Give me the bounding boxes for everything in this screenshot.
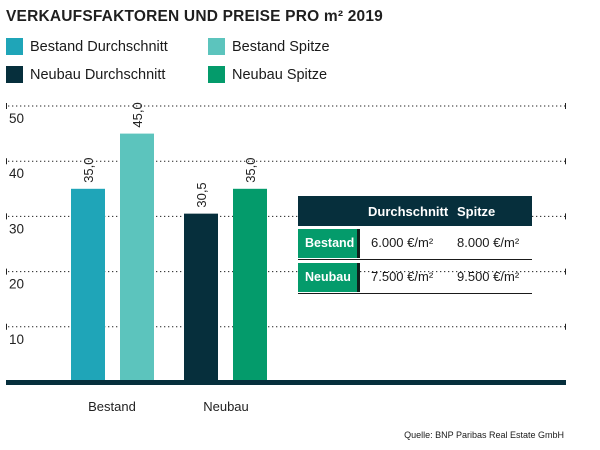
legend-label: Bestand Spitze [232,38,330,55]
x-axis-baseline [6,380,566,385]
chart-title: VERKAUFSFAKTOREN UND PREISE PRO m² 2019 [6,8,384,25]
x-category-label: Neubau [203,399,249,414]
data-label: 30,5 [194,182,209,207]
legend-item-neubau-spitze: Neubau Spitze [208,66,327,83]
header-durchschnitt: Durchschnitt [368,204,449,219]
y-tick-label: 40 [9,166,24,181]
data-label: 35,0 [81,157,96,182]
price-table: Durchschnitt Spitze Bestand 6.000 €/m² 8… [298,196,532,294]
y-tick-label: 30 [9,221,24,236]
cell-spitze: 8.000 €/m² [457,235,520,250]
legend-item-neubau-durchschnitt: Neubau Durchschnitt [6,66,165,83]
x-category-label: Bestand [88,399,136,414]
legend-item-bestand-spitze: Bestand Spitze [208,38,330,55]
header-spitze: Spitze [457,204,496,219]
bar-bestand-spitze [120,133,154,382]
y-tick-label: 50 [9,111,24,126]
row-label: Bestand [298,229,360,258]
table-header: Durchschnitt Spitze [298,196,532,226]
legend-label: Neubau Spitze [232,66,328,83]
data-label: 45,0 [130,102,145,127]
bar-neubau-durchschnitt [184,213,218,382]
cell-durchschnitt: 7.500 €/m² [371,269,434,284]
data-label: 35,0 [243,157,258,182]
cell-durchschnitt: 6.000 €/m² [371,235,434,250]
source-note: Quelle: BNP Paribas Real Estate GmbH [404,430,564,440]
cell-spitze: 9.500 €/m² [457,269,520,284]
legend-item-bestand-durchschnitt: Bestand Durchschnitt [6,38,168,55]
bar-bestand-durchschnitt [71,188,105,382]
bar-neubau-spitze [233,188,267,382]
legend-label: Neubau Durchschnitt [30,66,166,83]
legend-label: Bestand Durchschnitt [30,38,168,55]
row-label: Neubau [298,263,360,292]
table-row: Bestand 6.000 €/m² 8.000 €/m² [298,226,532,260]
y-tick-label: 10 [9,332,24,347]
y-tick-label: 20 [9,277,24,292]
table-row: Neubau 7.500 €/m² 9.500 €/m² [298,260,532,294]
